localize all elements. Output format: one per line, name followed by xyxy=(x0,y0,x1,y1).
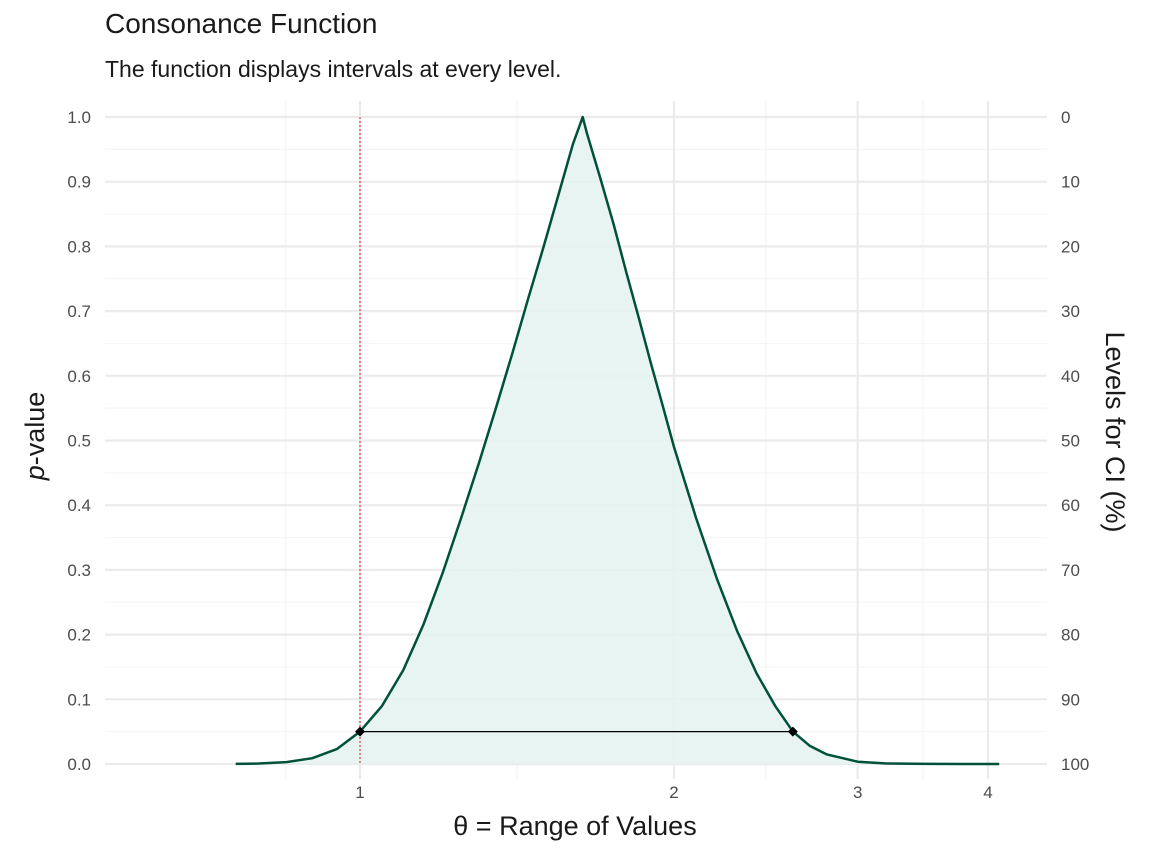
y2-tick-label: 0 xyxy=(1061,108,1070,127)
y2-tick-label: 10 xyxy=(1061,173,1080,192)
y2-tick-label: 100 xyxy=(1061,755,1089,774)
consonance-curve xyxy=(235,115,1000,766)
y2-tick-label: 50 xyxy=(1061,432,1080,451)
y2-tick-label: 60 xyxy=(1061,496,1080,515)
y-tick-label: 0.6 xyxy=(67,367,91,386)
y2-tick-label: 30 xyxy=(1061,302,1080,321)
chart-title: Consonance Function xyxy=(105,8,378,39)
x-axis-ticks: 1 2 3 4 xyxy=(355,783,992,802)
y2-tick-label: 80 xyxy=(1061,626,1080,645)
y-tick-label: 0.1 xyxy=(67,690,91,709)
y-tick-label: 0.8 xyxy=(67,237,91,256)
y2-tick-label: 90 xyxy=(1061,690,1080,709)
curve-area xyxy=(235,117,1000,764)
x-tick-label: 3 xyxy=(853,783,862,802)
y-tick-label: 0.2 xyxy=(67,626,91,645)
interval-lower-marker xyxy=(355,726,365,737)
y-tick-label: 0.7 xyxy=(67,302,91,321)
y-axis-ticks: 0.0 0.1 0.2 0.3 0.4 0.5 0.6 0.7 0.8 0.9 1.0 xyxy=(67,108,91,774)
y-tick-label: 1.0 xyxy=(67,108,91,127)
y-tick-label: 0.9 xyxy=(67,173,91,192)
y-tick-label: 0.4 xyxy=(67,496,91,515)
x-axis-title: θ = Range of Values xyxy=(453,811,696,841)
x-tick-label: 2 xyxy=(669,783,678,802)
chart-subtitle: The function displays intervals at every… xyxy=(105,56,562,82)
interval-upper-marker xyxy=(787,726,798,737)
x-tick-label: 4 xyxy=(983,783,992,802)
y-tick-label: 0.0 xyxy=(67,755,91,774)
y2-axis-title: Levels for CI (%) xyxy=(1100,331,1130,532)
y-tick-label: 0.5 xyxy=(67,432,91,451)
y2-tick-label: 70 xyxy=(1061,561,1080,580)
y2-tick-label: 40 xyxy=(1061,367,1080,386)
y2-tick-label: 20 xyxy=(1061,237,1080,256)
plot-area xyxy=(235,115,1000,766)
x-tick-label: 1 xyxy=(355,783,364,802)
y-axis-title: p-value xyxy=(20,392,50,482)
y-tick-label: 0.3 xyxy=(67,561,91,580)
